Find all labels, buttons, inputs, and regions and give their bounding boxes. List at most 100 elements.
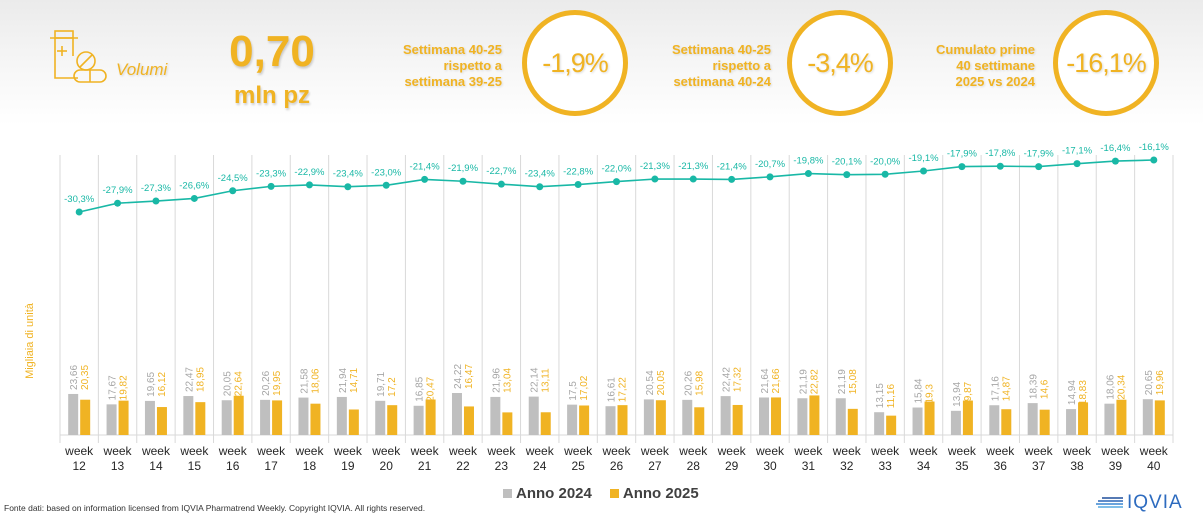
bar-2025 <box>771 397 782 435</box>
stat-circle-week-vs-prev-week: -1,9% <box>522 10 628 116</box>
x-tick-label: week <box>371 444 401 458</box>
x-tick-label: week <box>640 444 670 458</box>
bar-label-2024: 21,94 <box>338 367 349 392</box>
x-tick-label: 26 <box>610 459 624 473</box>
x-tick-label: week <box>486 444 516 458</box>
line-point-label: -23,4% <box>333 169 364 180</box>
bar-2024 <box>1066 409 1077 435</box>
x-tick-label: week <box>832 444 862 458</box>
line-point <box>689 175 697 183</box>
x-tick-label: 14 <box>149 459 163 473</box>
bar-2024 <box>797 398 808 435</box>
x-tick-label: 34 <box>917 459 931 473</box>
x-tick-label: week <box>793 444 823 458</box>
kpi-value: 0,70 <box>229 27 315 76</box>
bar-label-2025: 19,95 <box>272 370 283 395</box>
bar-label-2025: 15,08 <box>848 369 859 394</box>
x-tick-label: week <box>1024 444 1054 458</box>
bar-2024 <box>567 404 578 435</box>
x-tick-label: 39 <box>1109 459 1123 473</box>
legend-label-2024: Anno 2024 <box>516 485 592 502</box>
x-tick-label: 19 <box>341 459 355 473</box>
bar-2025 <box>310 403 321 435</box>
bar-label-2024: 20,26 <box>261 370 272 395</box>
bar-2024 <box>490 396 501 435</box>
line-point <box>766 173 774 181</box>
x-tick-label: week <box>755 444 785 458</box>
bar-2024 <box>835 398 846 435</box>
bar-2025 <box>272 400 283 435</box>
line-point <box>305 181 313 189</box>
bar-2024 <box>720 396 731 435</box>
line-point-label: -20,0% <box>870 156 901 167</box>
bar-2024 <box>528 396 539 435</box>
stat-label-line: settimana 39-25 <box>404 74 502 89</box>
bar-2024 <box>1104 403 1115 435</box>
bar-2024 <box>1027 403 1038 435</box>
bar-2025 <box>387 405 398 435</box>
bar-label-2024: 23,66 <box>69 365 80 390</box>
bar-2025 <box>617 405 628 435</box>
bar-label-2025: 14,71 <box>349 367 360 392</box>
x-tick-label: week <box>179 444 209 458</box>
bar-label-2025: 14,6 <box>1040 379 1051 399</box>
line-point-label: -21,4% <box>410 161 441 172</box>
bar-2024 <box>682 399 693 435</box>
x-tick-label: week <box>525 444 555 458</box>
bar-2025 <box>425 399 436 435</box>
bar-2025 <box>1001 409 1012 435</box>
line-point <box>267 182 275 190</box>
bar-2025 <box>156 407 167 435</box>
line-point <box>1111 157 1119 165</box>
kpi-title: Volumi <box>116 60 168 79</box>
stat-label-week-vs-prev-year: Settimana 40-25 rispetto a settimana 40-… <box>640 42 771 90</box>
bar-2024 <box>912 407 923 435</box>
bar-2024 <box>413 405 424 435</box>
bar-label-2025: 13,04 <box>502 367 513 392</box>
line-point <box>459 177 467 185</box>
bar-label-2024: 21,19 <box>837 369 848 394</box>
bar-label-2025: 20,05 <box>656 370 667 395</box>
bar-label-2025: 16,12 <box>157 371 168 396</box>
iqvia-logo: IQVIA <box>1096 492 1183 514</box>
x-tick-label: week <box>410 444 440 458</box>
bar-2025 <box>195 402 206 435</box>
bar-label-2025: 14,87 <box>1001 376 1012 401</box>
bar-2025 <box>1078 402 1089 435</box>
line-point <box>881 170 889 178</box>
bar-label-2024: 21,96 <box>491 367 502 392</box>
bar-label-2025: 19,87 <box>963 381 974 406</box>
medicine-pills-icon <box>48 28 108 84</box>
x-tick-label: 16 <box>226 459 240 473</box>
line-point-label: -24,5% <box>218 173 249 184</box>
bar-label-2025: 11,16 <box>886 383 897 408</box>
bar-2024 <box>874 412 885 435</box>
x-tick-label: 28 <box>687 459 701 473</box>
x-tick-label: week <box>909 444 939 458</box>
bar-2025 <box>732 404 743 435</box>
bar-label-2024: 20,54 <box>645 370 656 395</box>
line-point <box>1035 163 1043 171</box>
bar-label-2025: 16,47 <box>464 364 475 389</box>
bar-2024 <box>451 393 462 435</box>
bar-2024 <box>260 399 271 435</box>
bar-label-2025: 18,06 <box>310 368 321 393</box>
x-tick-label: 37 <box>1032 459 1046 473</box>
stat-label-line: rispetto a <box>712 58 771 73</box>
x-tick-label: 13 <box>111 459 125 473</box>
bar-label-2024: 13,15 <box>875 383 886 408</box>
bar-2024 <box>68 393 79 435</box>
line-point-label: -23,0% <box>371 167 402 178</box>
x-tick-label: week <box>601 444 631 458</box>
bar-label-2025: 19,82 <box>119 375 130 400</box>
line-point <box>1150 156 1158 164</box>
bar-label-2025: 17,32 <box>733 367 744 392</box>
legend-item-2025: Anno 2025 <box>609 485 699 502</box>
x-tick-label: 35 <box>955 459 969 473</box>
bar-label-2024: 17,67 <box>108 375 119 400</box>
bar-2025 <box>80 399 91 435</box>
line-point <box>613 178 620 186</box>
bar-2025 <box>924 401 935 435</box>
bar-label-2025: 20,34 <box>1116 374 1127 399</box>
